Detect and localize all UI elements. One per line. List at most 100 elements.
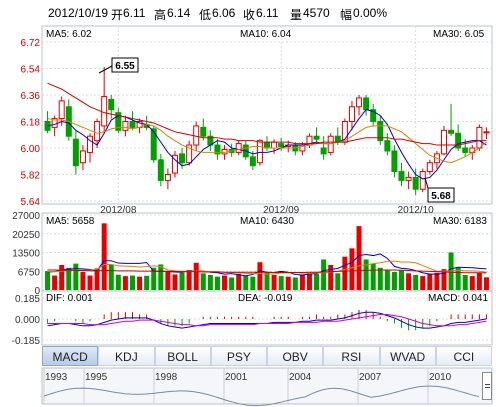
overview-year-label: 1993 — [45, 372, 68, 383]
change-label: 幅 — [340, 8, 353, 22]
candle-body — [313, 135, 320, 140]
close-label: 收 — [243, 8, 256, 22]
price-ma30-line — [47, 82, 487, 146]
candle-body — [356, 97, 363, 108]
overview-year-label: 2004 — [289, 372, 312, 383]
tab-kdj[interactable]: KDJ — [98, 346, 155, 366]
price-ma5-label: MA5: 6.02 — [46, 29, 92, 40]
volume-bar — [455, 267, 461, 290]
volume-bar — [427, 273, 433, 290]
volume-bar — [335, 273, 341, 290]
high-label: 高 — [154, 8, 167, 22]
tab-macd[interactable]: MACD — [42, 346, 99, 366]
volume-bar — [321, 259, 327, 290]
volume-bar — [476, 272, 482, 290]
candle-body — [426, 162, 433, 173]
price-ma10-label: MA10: 6.04 — [240, 29, 292, 40]
candle-body — [462, 147, 469, 153]
volume-bar — [144, 275, 150, 290]
high-value: 6.14 — [167, 6, 191, 20]
candle-body — [256, 140, 263, 164]
tab-rsi[interactable]: RSI — [323, 346, 380, 366]
volume-bar — [52, 275, 58, 290]
volume-bar — [306, 272, 312, 290]
price-ma-lines — [47, 82, 487, 180]
volume-bar — [391, 271, 397, 290]
volume-bar — [108, 265, 114, 290]
volume-bar — [420, 276, 426, 290]
volume-bar — [229, 277, 235, 290]
candle-body — [122, 121, 129, 131]
volume-bar — [342, 256, 348, 290]
volume-bar — [179, 272, 185, 290]
low-annotation: 5.68 — [424, 177, 455, 203]
volume-bar — [115, 274, 121, 290]
volume-bar — [406, 273, 412, 290]
volume-bar — [214, 276, 220, 290]
candle-body — [363, 97, 370, 111]
price-ytick: 6.00 — [21, 144, 41, 155]
overview-frame[interactable] — [41, 367, 493, 405]
candle-body — [348, 106, 355, 123]
volume-bar — [222, 275, 228, 290]
high-annotation-value: 6.55 — [115, 61, 135, 72]
volume-bar — [200, 273, 206, 290]
overview-year-label: 1998 — [155, 372, 178, 383]
candle-body — [94, 121, 101, 142]
scroll-handle-icon[interactable] — [482, 372, 492, 400]
macd-dea-line — [47, 313, 487, 327]
quote-header: 2012/10/19 开 6.11 高 6.14 低 6.06 收 6.11 量… — [0, 0, 496, 24]
candle-body — [179, 153, 186, 164]
candle-body — [164, 174, 171, 181]
candle-body — [186, 144, 193, 164]
candle-body — [157, 159, 164, 181]
candle-body — [150, 128, 157, 161]
volume-bar — [94, 268, 100, 290]
candle-body — [79, 150, 86, 164]
volume-bar — [158, 264, 164, 290]
candle-body — [412, 176, 419, 190]
volume-bar — [151, 267, 157, 290]
candle-body — [327, 135, 334, 153]
overview-mini-chart: 1993 1995 1998 2001 2004 2007 2010 — [43, 368, 480, 407]
volume-ma30-line — [47, 269, 487, 274]
macd-ytick: -0.185 — [12, 336, 41, 347]
candle-body — [384, 140, 391, 152]
volume-ma10-line — [47, 260, 487, 275]
candle-body — [440, 129, 447, 155]
volume-ytick: 20250 — [12, 230, 40, 241]
macd-ytick: 0.000 — [15, 315, 40, 326]
macd-lines — [47, 311, 487, 329]
candle-body — [419, 171, 426, 190]
candle-body — [101, 95, 108, 127]
overview-year-label: 1995 — [85, 372, 108, 383]
tab-psy[interactable]: PSY — [210, 346, 267, 366]
tab-cci[interactable]: CCI — [435, 346, 492, 366]
volume-bar — [328, 265, 334, 290]
price-ma30-label: MA30: 6.05 — [433, 29, 485, 40]
price-ytick: 6.18 — [21, 118, 41, 129]
candle-body — [448, 129, 455, 134]
macd-grid: 0.185 0.000 -0.185 — [12, 294, 492, 347]
macd-dea-label: DEA: -0.019 — [238, 293, 293, 304]
vol-ma10-label: MA10: 6430 — [240, 216, 294, 227]
volume-bar — [399, 270, 405, 290]
tab-boll[interactable]: BOLL — [154, 346, 211, 366]
volume-bar — [356, 226, 362, 290]
volume-bar — [101, 223, 107, 290]
volume-bar — [207, 275, 213, 290]
volume-bar — [285, 276, 291, 290]
tab-wvad[interactable]: WVAD — [379, 346, 436, 366]
close-value: 6.11 — [256, 6, 279, 20]
volume-bar — [250, 276, 256, 290]
candle-body — [278, 143, 285, 148]
volume-bar — [59, 265, 65, 290]
tab-obv[interactable]: OBV — [267, 346, 324, 366]
vol-ma30-label: MA30: 6183 — [433, 216, 487, 227]
candle-body — [72, 138, 79, 167]
candle-body — [391, 150, 398, 173]
price-ytick: 6.54 — [21, 65, 41, 76]
volume-bar — [462, 275, 468, 290]
volume-bar — [193, 262, 199, 290]
